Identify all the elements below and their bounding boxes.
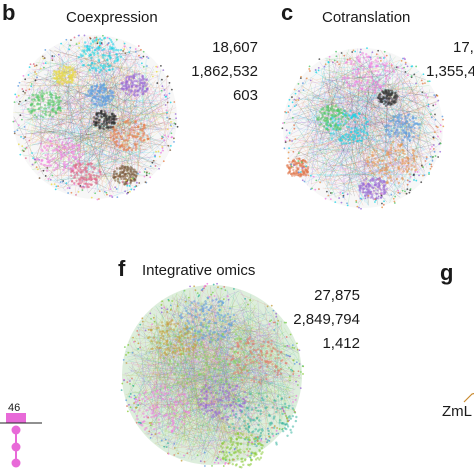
coexpression-network bbox=[12, 34, 179, 201]
network-nodes bbox=[281, 47, 445, 210]
integrative-omics-stats: 27,875 2,849,794 1,412 bbox=[293, 284, 360, 356]
network-nodes bbox=[120, 282, 305, 467]
integrative-omics-edge-count: 2,849,794 bbox=[293, 311, 360, 328]
zml-label: ZmL bbox=[442, 403, 472, 420]
coexpression-stats: 18,607 1,862,532 603 bbox=[191, 36, 258, 108]
panel-title-cotranslation: Cotranslation bbox=[322, 9, 411, 26]
integrative-omics-module-count: 1,412 bbox=[322, 335, 360, 352]
network-clusters bbox=[27, 36, 150, 189]
panel-letter-f: f bbox=[118, 256, 126, 281]
network-nodes bbox=[12, 34, 179, 201]
panel-title-integrative-omics: Integrative omics bbox=[142, 262, 256, 279]
cotranslation-node-count: 17, bbox=[453, 39, 474, 56]
intersection-bar-fragment bbox=[0, 413, 42, 468]
panel-letter-c: c bbox=[281, 0, 294, 25]
intersection-size-label: 46 bbox=[8, 402, 21, 414]
panel-letter-g: g bbox=[440, 260, 454, 285]
panel-title-coexpression: Coexpression bbox=[66, 9, 158, 26]
intersection-bar bbox=[6, 413, 26, 423]
cotranslation-stats: 17, 1,355,4 bbox=[423, 36, 474, 84]
coexpression-node-count: 18,607 bbox=[212, 39, 258, 56]
network-edges bbox=[283, 48, 443, 208]
integrative-omics-network bbox=[120, 282, 305, 469]
network-edges bbox=[122, 285, 302, 465]
coexpression-module-count: 603 bbox=[232, 87, 258, 104]
cotranslation-network bbox=[281, 47, 445, 210]
matrix-dot-1 bbox=[11, 425, 21, 435]
coexpression-edge-count: 1,862,532 bbox=[191, 63, 258, 80]
integrative-omics-node-count: 27,875 bbox=[314, 287, 360, 304]
network-clusters bbox=[133, 296, 298, 469]
cotranslation-edge-count: 1,355,4 bbox=[426, 63, 474, 80]
matrix-dot-3 bbox=[11, 458, 21, 468]
zml-network-fragment bbox=[463, 392, 474, 403]
panel-letter-b: b bbox=[2, 0, 16, 25]
matrix-dot-2 bbox=[11, 442, 21, 452]
